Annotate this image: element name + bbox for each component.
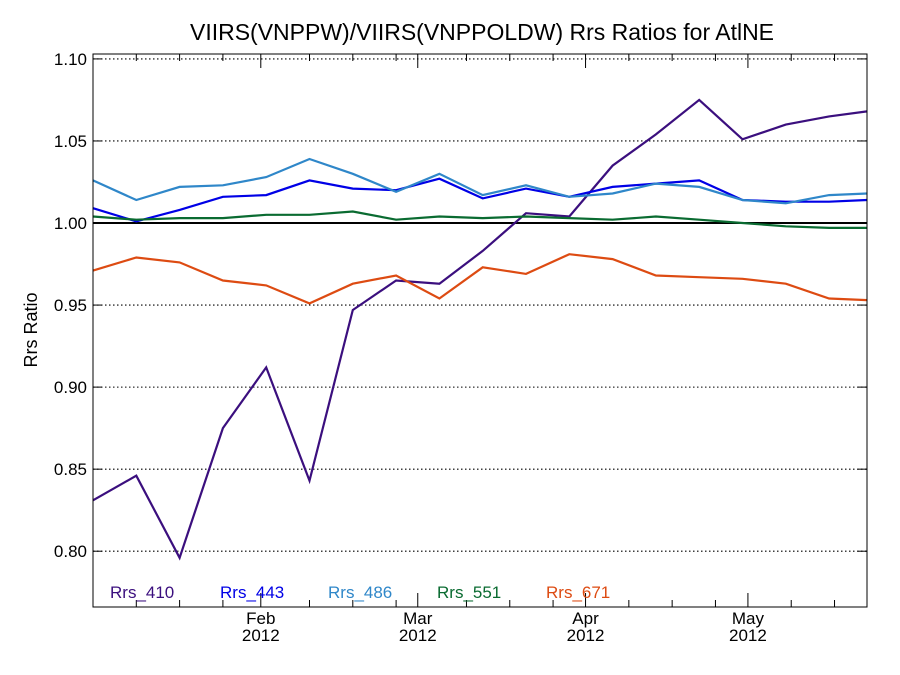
y-tick-label: 1.10 xyxy=(54,50,87,69)
legend-item-rrs-671: Rrs_671 xyxy=(546,583,610,602)
y-tick-label: 1.05 xyxy=(54,132,87,151)
legend: Rrs_410 Rrs_443 Rrs_486 Rrs_551 Rrs_671 xyxy=(110,583,610,602)
y-tick-label: 0.80 xyxy=(54,542,87,561)
x-tick-year-label: 2012 xyxy=(567,626,605,645)
series-line-rrs-551 xyxy=(92,210,867,229)
plot-frame xyxy=(92,53,868,608)
legend-item-rrs-551: Rrs_551 xyxy=(437,583,501,602)
y-tick-label: 0.90 xyxy=(54,378,87,397)
chart-title: VIIRS(VNPPW)/VIIRS(VNPPOLDW) Rrs Ratios … xyxy=(190,19,774,45)
y-axis: 0.80 0.85 0.90 0.95 1.00 1.05 1.10 xyxy=(54,50,867,561)
gridlines xyxy=(93,58,867,552)
y-tick-label: 0.85 xyxy=(54,460,87,479)
x-tick-year-label: 2012 xyxy=(399,626,437,645)
series-line-rrs-486 xyxy=(92,157,868,205)
series-line-rrs-671 xyxy=(92,253,868,305)
series-line-rrs-410 xyxy=(92,98,868,561)
x-tick-year-label: 2012 xyxy=(242,626,280,645)
x-tick-month-label: Apr xyxy=(572,609,599,628)
y-tick-label: 1.00 xyxy=(54,214,87,233)
legend-item-rrs-486: Rrs_486 xyxy=(328,583,392,602)
legend-item-rrs-443: Rrs_443 xyxy=(220,583,284,602)
x-tick-month-label: Feb xyxy=(246,609,275,628)
legend-item-rrs-410: Rrs_410 xyxy=(110,583,174,602)
x-tick-month-label: May xyxy=(732,609,765,628)
x-tick-month-label: Mar xyxy=(403,609,433,628)
x-tick-year-label: 2012 xyxy=(729,626,767,645)
y-tick-label: 0.95 xyxy=(54,296,87,315)
y-axis-label: Rrs Ratio xyxy=(21,292,41,367)
series-lines xyxy=(92,98,868,561)
